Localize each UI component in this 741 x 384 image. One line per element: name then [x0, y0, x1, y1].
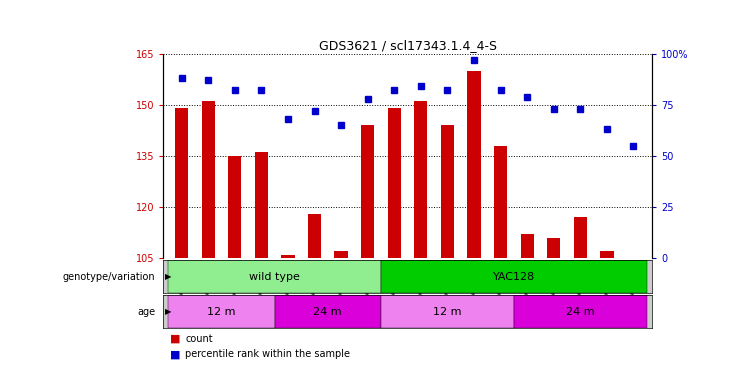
Text: genotype/variation: genotype/variation: [63, 272, 156, 282]
Text: YAC128: YAC128: [493, 272, 535, 282]
Text: age: age: [138, 307, 156, 317]
Text: 12 m: 12 m: [433, 307, 462, 317]
Bar: [275, 295, 381, 328]
Bar: [334, 252, 348, 258]
Bar: [468, 71, 481, 258]
Bar: [574, 217, 587, 258]
Bar: [381, 295, 514, 328]
Text: wild type: wild type: [249, 272, 300, 282]
Bar: [388, 108, 401, 258]
Bar: [282, 255, 295, 258]
Bar: [175, 108, 188, 258]
Text: 12 m: 12 m: [207, 307, 236, 317]
Bar: [361, 125, 374, 258]
Text: ■: ■: [170, 334, 181, 344]
Bar: [381, 260, 647, 293]
Bar: [255, 152, 268, 258]
Bar: [514, 295, 647, 328]
Text: 24 m: 24 m: [566, 307, 594, 317]
Bar: [308, 214, 321, 258]
Text: ■: ■: [170, 349, 181, 359]
Text: count: count: [185, 334, 213, 344]
Bar: [600, 252, 614, 258]
Text: ▶: ▶: [165, 307, 171, 316]
Bar: [441, 125, 454, 258]
Bar: [414, 101, 428, 258]
Text: ▶: ▶: [165, 272, 171, 281]
Bar: [202, 101, 215, 258]
Title: GDS3621 / scl17343.1.4_4-S: GDS3621 / scl17343.1.4_4-S: [319, 40, 496, 52]
Bar: [168, 260, 381, 293]
Text: percentile rank within the sample: percentile rank within the sample: [185, 349, 350, 359]
Bar: [228, 156, 242, 258]
Bar: [547, 238, 560, 258]
Bar: [520, 234, 534, 258]
Bar: [494, 146, 508, 258]
Text: 24 m: 24 m: [313, 307, 342, 317]
Bar: [168, 295, 275, 328]
